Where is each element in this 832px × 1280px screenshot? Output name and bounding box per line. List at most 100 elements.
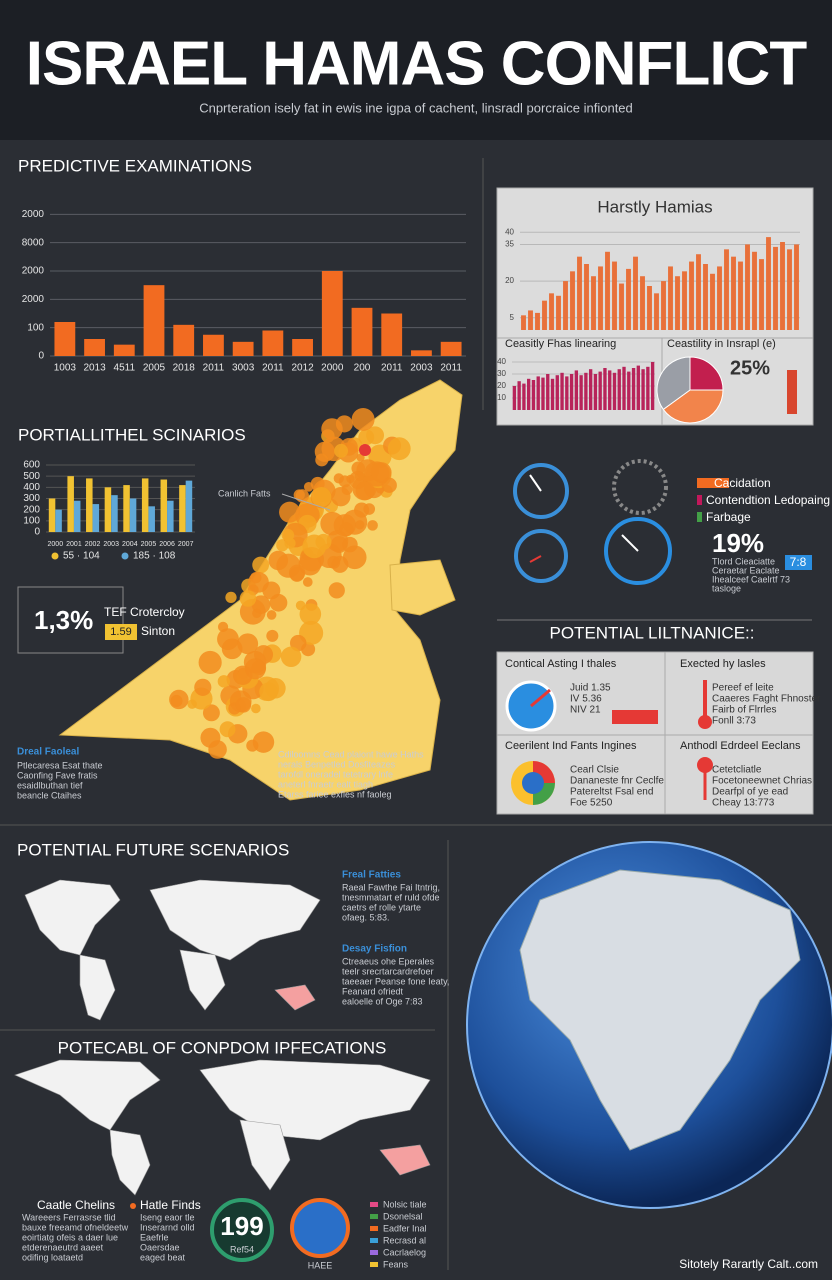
bar <box>565 376 569 410</box>
bar <box>603 368 607 410</box>
map-dot <box>280 646 302 667</box>
label: Ihealceef Caelrtf 73 <box>712 574 790 584</box>
bar <box>563 281 568 330</box>
bar <box>646 366 650 410</box>
bar <box>668 266 673 330</box>
bar <box>203 334 224 356</box>
section-title: POTECABL OF CONPDOM IPFECATIONS <box>58 1038 387 1057</box>
chart-title: PORTIALLITHEL SCINARIOS <box>18 425 246 444</box>
map-dot <box>251 703 261 714</box>
subtitle: Cnprteration isely fat in ewis ine igpa … <box>199 100 633 115</box>
bar <box>612 372 617 410</box>
continent <box>379 1144 431 1176</box>
legend-swatch <box>697 512 702 522</box>
continent <box>24 879 121 956</box>
x-tick-label: 2000 <box>48 541 64 548</box>
bar <box>640 276 645 330</box>
map-dot <box>387 437 411 461</box>
label: Ptlecaresa Esat thate <box>17 760 103 770</box>
continent <box>274 984 316 1011</box>
map-region <box>389 559 456 616</box>
bar <box>556 295 561 330</box>
chart-title: Ceasitly Fhas linearing <box>505 338 616 350</box>
x-tick-label: 2007 <box>178 541 194 548</box>
label: Dreal Faoleal <box>17 747 79 758</box>
bar <box>759 259 764 330</box>
bar <box>104 487 112 532</box>
bar <box>598 371 602 410</box>
legend-label: 185 · 108 <box>133 551 176 562</box>
label: Ceraetar Eaclate <box>712 565 780 575</box>
bar <box>574 370 579 410</box>
badge: 7:8 <box>790 555 807 569</box>
map-dot <box>252 556 270 574</box>
leader <box>281 493 331 511</box>
badge <box>785 555 812 570</box>
bar <box>560 372 564 410</box>
bar <box>440 341 462 356</box>
legend-label: 55 · 104 <box>63 551 100 562</box>
card-line: Cheay 13:773 <box>712 798 775 809</box>
legend-swatch <box>370 1238 378 1243</box>
bar <box>185 480 193 532</box>
bar <box>773 246 778 330</box>
x-tick-label: 2011 <box>440 363 462 374</box>
bar <box>591 276 596 330</box>
label: Iseng eaor tle <box>140 1212 195 1222</box>
legend-label: Contendtion Ledopaing <box>706 493 830 507</box>
map-dot <box>232 665 253 686</box>
label: aneterl fnraetr ealt tiagh <box>278 779 373 789</box>
x-tick-label: 2011 <box>203 363 225 374</box>
map-dot <box>225 591 237 604</box>
pie-slice <box>662 389 724 424</box>
label: Cdiloomns Cead plaiont hawe Haths <box>278 749 424 759</box>
badge: 1.59 <box>110 626 131 638</box>
card-line: Focetoneewnet Chrias <box>712 776 812 787</box>
bar <box>123 485 130 532</box>
bar <box>67 476 74 532</box>
bar <box>731 256 736 330</box>
map-dot <box>239 590 257 607</box>
card-line: IV 5.36 <box>570 694 602 705</box>
bar <box>570 271 575 330</box>
legend-label: Recrasd al <box>383 1235 426 1245</box>
bar <box>129 498 137 532</box>
map-dot <box>334 443 349 458</box>
stat: 19% <box>712 528 764 558</box>
map-dot <box>367 520 378 531</box>
label: TEF Crotercloy <box>104 605 185 619</box>
y-tick-label: 20 <box>497 381 506 390</box>
bar <box>546 374 550 410</box>
label: ofaeg. 5:83. <box>342 912 390 922</box>
pie-slice <box>656 356 691 411</box>
label: tasloge <box>712 583 741 593</box>
title: ISRAEL HAMAS CONFLICT <box>26 29 808 98</box>
card-line: Dananeste fnr Ceclfe <box>570 776 664 787</box>
map-dot <box>311 487 332 508</box>
card-title: Ceerilent Ind Fants Ingines <box>505 740 637 752</box>
map-dot <box>351 461 366 476</box>
y-tick-label: 400 <box>23 482 40 493</box>
card-title: Exected hy lasles <box>680 658 766 670</box>
map-dot <box>252 731 275 753</box>
map-dot <box>338 475 351 488</box>
map-dot <box>328 582 345 599</box>
x-tick-label: 2001 <box>66 541 82 548</box>
map-dot <box>284 537 296 549</box>
badge: 199 <box>220 1211 263 1241</box>
bar <box>536 376 540 410</box>
label: Inserarnd olld <box>140 1222 195 1232</box>
badge-circle <box>210 1198 274 1262</box>
map-dot <box>315 533 332 550</box>
bar <box>160 479 168 532</box>
bar <box>710 273 715 330</box>
label: teelr srecrtarcardrefoer <box>342 966 434 976</box>
bar <box>631 368 636 410</box>
map-dot <box>288 564 306 581</box>
bar <box>550 378 555 410</box>
label: HAEE <box>308 1260 333 1270</box>
bar <box>622 366 626 410</box>
x-tick-label: 2000 <box>321 363 344 374</box>
label: beancle Ctaihes <box>17 790 82 800</box>
globe-icon <box>290 1198 350 1258</box>
